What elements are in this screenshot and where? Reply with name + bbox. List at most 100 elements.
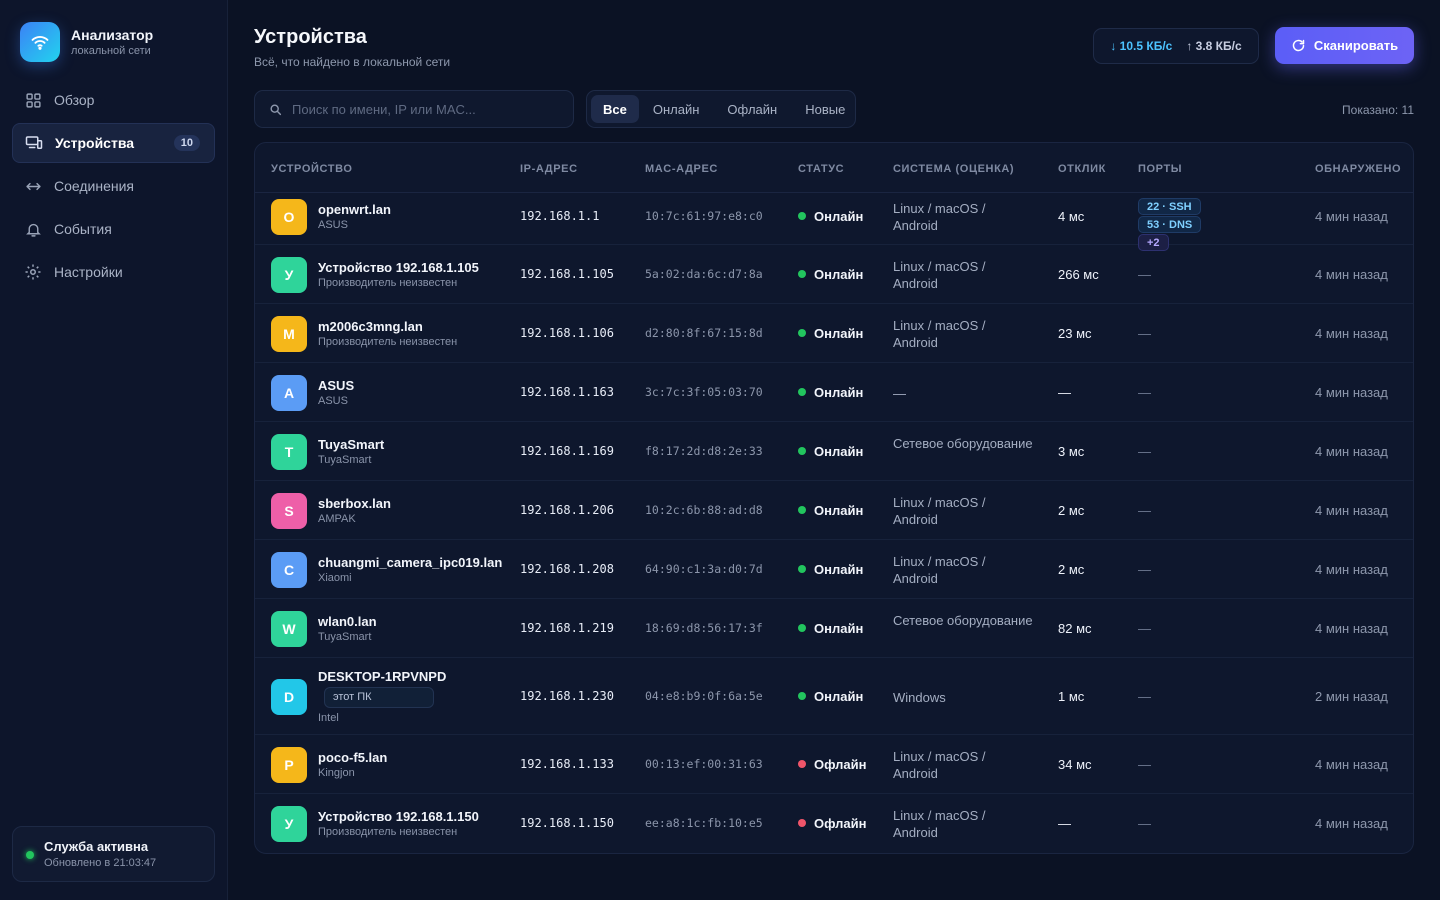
device-name[interactable]: wlan0.lan: [318, 613, 377, 629]
device-info: Устройство 192.168.1.105 Производитель не…: [318, 259, 479, 291]
ip-address: 192.168.1.133: [520, 756, 614, 771]
table-row[interactable]: A ASUS ASUS 192.168.1.163 3c:7c:3f:05:03:70 О…: [255, 363, 1413, 422]
device-name[interactable]: poco-f5.lan: [318, 749, 388, 765]
ip-address: 192.168.1.219: [520, 620, 614, 635]
device-avatar: У: [271, 256, 307, 293]
device-info: ASUS ASUS: [318, 377, 354, 409]
refresh-icon: [1292, 39, 1305, 52]
port-chip[interactable]: 53 · DNS: [1138, 215, 1202, 233]
sidebar-item-bell[interactable]: События: [12, 209, 215, 249]
device-name[interactable]: Устройство 192.168.1.150: [318, 808, 479, 824]
table-header: УСТРОЙСТВО IP-АДРЕС MAC-АДРЕС СТАТУС СИСТЕМА…: [255, 143, 1413, 193]
device-avatar: S: [271, 492, 307, 529]
status-indicator: Онлайн: [798, 385, 863, 400]
ip-address: 192.168.1.208: [520, 561, 614, 576]
sidebar-item-grid[interactable]: Обзор: [12, 80, 215, 120]
sidebar-item-label: Соединения: [54, 178, 135, 194]
status-filter-tabs: Все Онлайн Офлайн Новые: [586, 90, 856, 128]
device-vendor: TuyaSmart: [318, 453, 372, 466]
device-name[interactable]: ASUS: [318, 377, 355, 393]
device-vendor: Kingjon: [318, 766, 355, 779]
sidebar-item-devices[interactable]: Устройства 10: [12, 123, 215, 163]
more-ports-chip[interactable]: +2: [1138, 233, 1169, 251]
mac-address: 64:90:c1:3a:d0:7d: [645, 561, 763, 576]
status-indicator: Онлайн: [798, 621, 863, 636]
table-row[interactable]: У Устройство 192.168.1.150 Производитель н…: [255, 794, 1413, 853]
mac-address: ee:a8:1c:fb:10:e5: [645, 815, 763, 830]
device-name[interactable]: openwrt.lan: [318, 201, 391, 217]
shown-count: Показано: 11: [1342, 103, 1414, 117]
sidebar-item-label: События: [54, 221, 112, 237]
mac-address: 3c:7c:3f:05:03:70: [645, 384, 763, 399]
table-row[interactable]: D DESKTOP-1RPVNPD этот ПК Intel 192.168.1.23…: [255, 658, 1413, 735]
bell-icon: [24, 220, 42, 238]
status-label: Онлайн: [814, 208, 864, 224]
page-subtitle: Всё, что найдено в локальной сети: [254, 55, 451, 69]
brand: Анализатор локальной сети: [20, 22, 153, 62]
sidebar-item-arrows[interactable]: Соединения: [12, 166, 215, 206]
status-label: Онлайн: [814, 266, 864, 282]
device-name[interactable]: sberbox.lan: [318, 495, 391, 511]
search-icon: [270, 103, 282, 115]
filter-tab[interactable]: Офлайн: [727, 101, 778, 117]
status-label: Онлайн: [814, 384, 864, 400]
sidebar-item-label: Обзор: [54, 92, 95, 108]
search-box[interactable]: [254, 90, 574, 128]
device-vendor: Производитель неизвестен: [318, 276, 458, 289]
devices-icon: [25, 134, 43, 152]
status-label: Офлайн: [814, 815, 867, 831]
device-name[interactable]: m2006c3mng.lan: [318, 318, 423, 334]
sidebar-item-gear[interactable]: Настройки: [12, 252, 215, 292]
column-header: СТАТУС: [798, 163, 845, 175]
discovered-time: 4 мин назад: [1315, 443, 1388, 459]
status-label: Онлайн: [814, 325, 864, 341]
ip-address: 192.168.1.169: [520, 443, 614, 458]
os-guess: Linux / macOS / Android: [893, 748, 986, 781]
ports-empty: —: [1138, 688, 1151, 704]
status-label: Онлайн: [814, 688, 864, 704]
device-avatar: A: [271, 374, 307, 411]
column-header: ОБНАРУЖЕНО: [1315, 163, 1402, 175]
online-dot: [798, 506, 806, 514]
os-guess: Linux / macOS / Android: [893, 258, 986, 291]
response-time: —: [1058, 815, 1071, 831]
table-row[interactable]: T TuyaSmart TuyaSmart 192.168.1.169 f8:17:2d…: [255, 422, 1413, 481]
device-name[interactable]: TuyaSmart: [318, 436, 385, 452]
status-label: Онлайн: [814, 620, 864, 636]
app-title: Анализатор: [71, 26, 154, 43]
status-label: Онлайн: [814, 443, 864, 459]
ports-empty: —: [1138, 815, 1151, 831]
device-info: Устройство 192.168.1.150 Производитель не…: [318, 808, 479, 840]
filter-tab[interactable]: Новые: [805, 101, 846, 117]
sidebar-nav: Обзор Устройства 10 Соединения События Настро…: [12, 80, 215, 295]
filter-tab[interactable]: Онлайн: [652, 101, 700, 117]
ip-address: 192.168.1.105: [520, 266, 614, 281]
device-name[interactable]: chuangmi_camera_ipc019.lan: [318, 554, 503, 570]
search-input[interactable]: [292, 101, 562, 117]
device-name[interactable]: Устройство 192.168.1.105: [318, 259, 479, 275]
status-indicator: Онлайн: [798, 326, 863, 341]
device-info: openwrt.lan ASUS: [318, 201, 391, 233]
status-indicator: Онлайн: [798, 444, 863, 459]
table-row[interactable]: У Устройство 192.168.1.105 Производитель н…: [255, 245, 1413, 304]
ports-empty: —: [1138, 443, 1151, 459]
scan-button[interactable]: Сканировать: [1275, 27, 1414, 64]
sidebar-item-label: Настройки: [54, 264, 123, 280]
ip-address: 192.168.1.163: [520, 384, 614, 399]
device-name[interactable]: DESKTOP-1RPVNPD: [318, 668, 447, 684]
discovered-time: 4 мин назад: [1315, 620, 1388, 636]
sidebar: Анализатор локальной сети Обзор Устройств…: [0, 0, 228, 900]
port-chip[interactable]: 22 · SSH: [1138, 197, 1201, 215]
online-dot: [798, 447, 806, 455]
os-guess: Linux / macOS / Android: [893, 807, 986, 840]
response-time: 2 мс: [1058, 502, 1085, 518]
os-guess: Linux / macOS / Android: [893, 494, 986, 527]
ip-address: 192.168.1.206: [520, 502, 614, 517]
filter-tab[interactable]: Все: [591, 95, 639, 123]
